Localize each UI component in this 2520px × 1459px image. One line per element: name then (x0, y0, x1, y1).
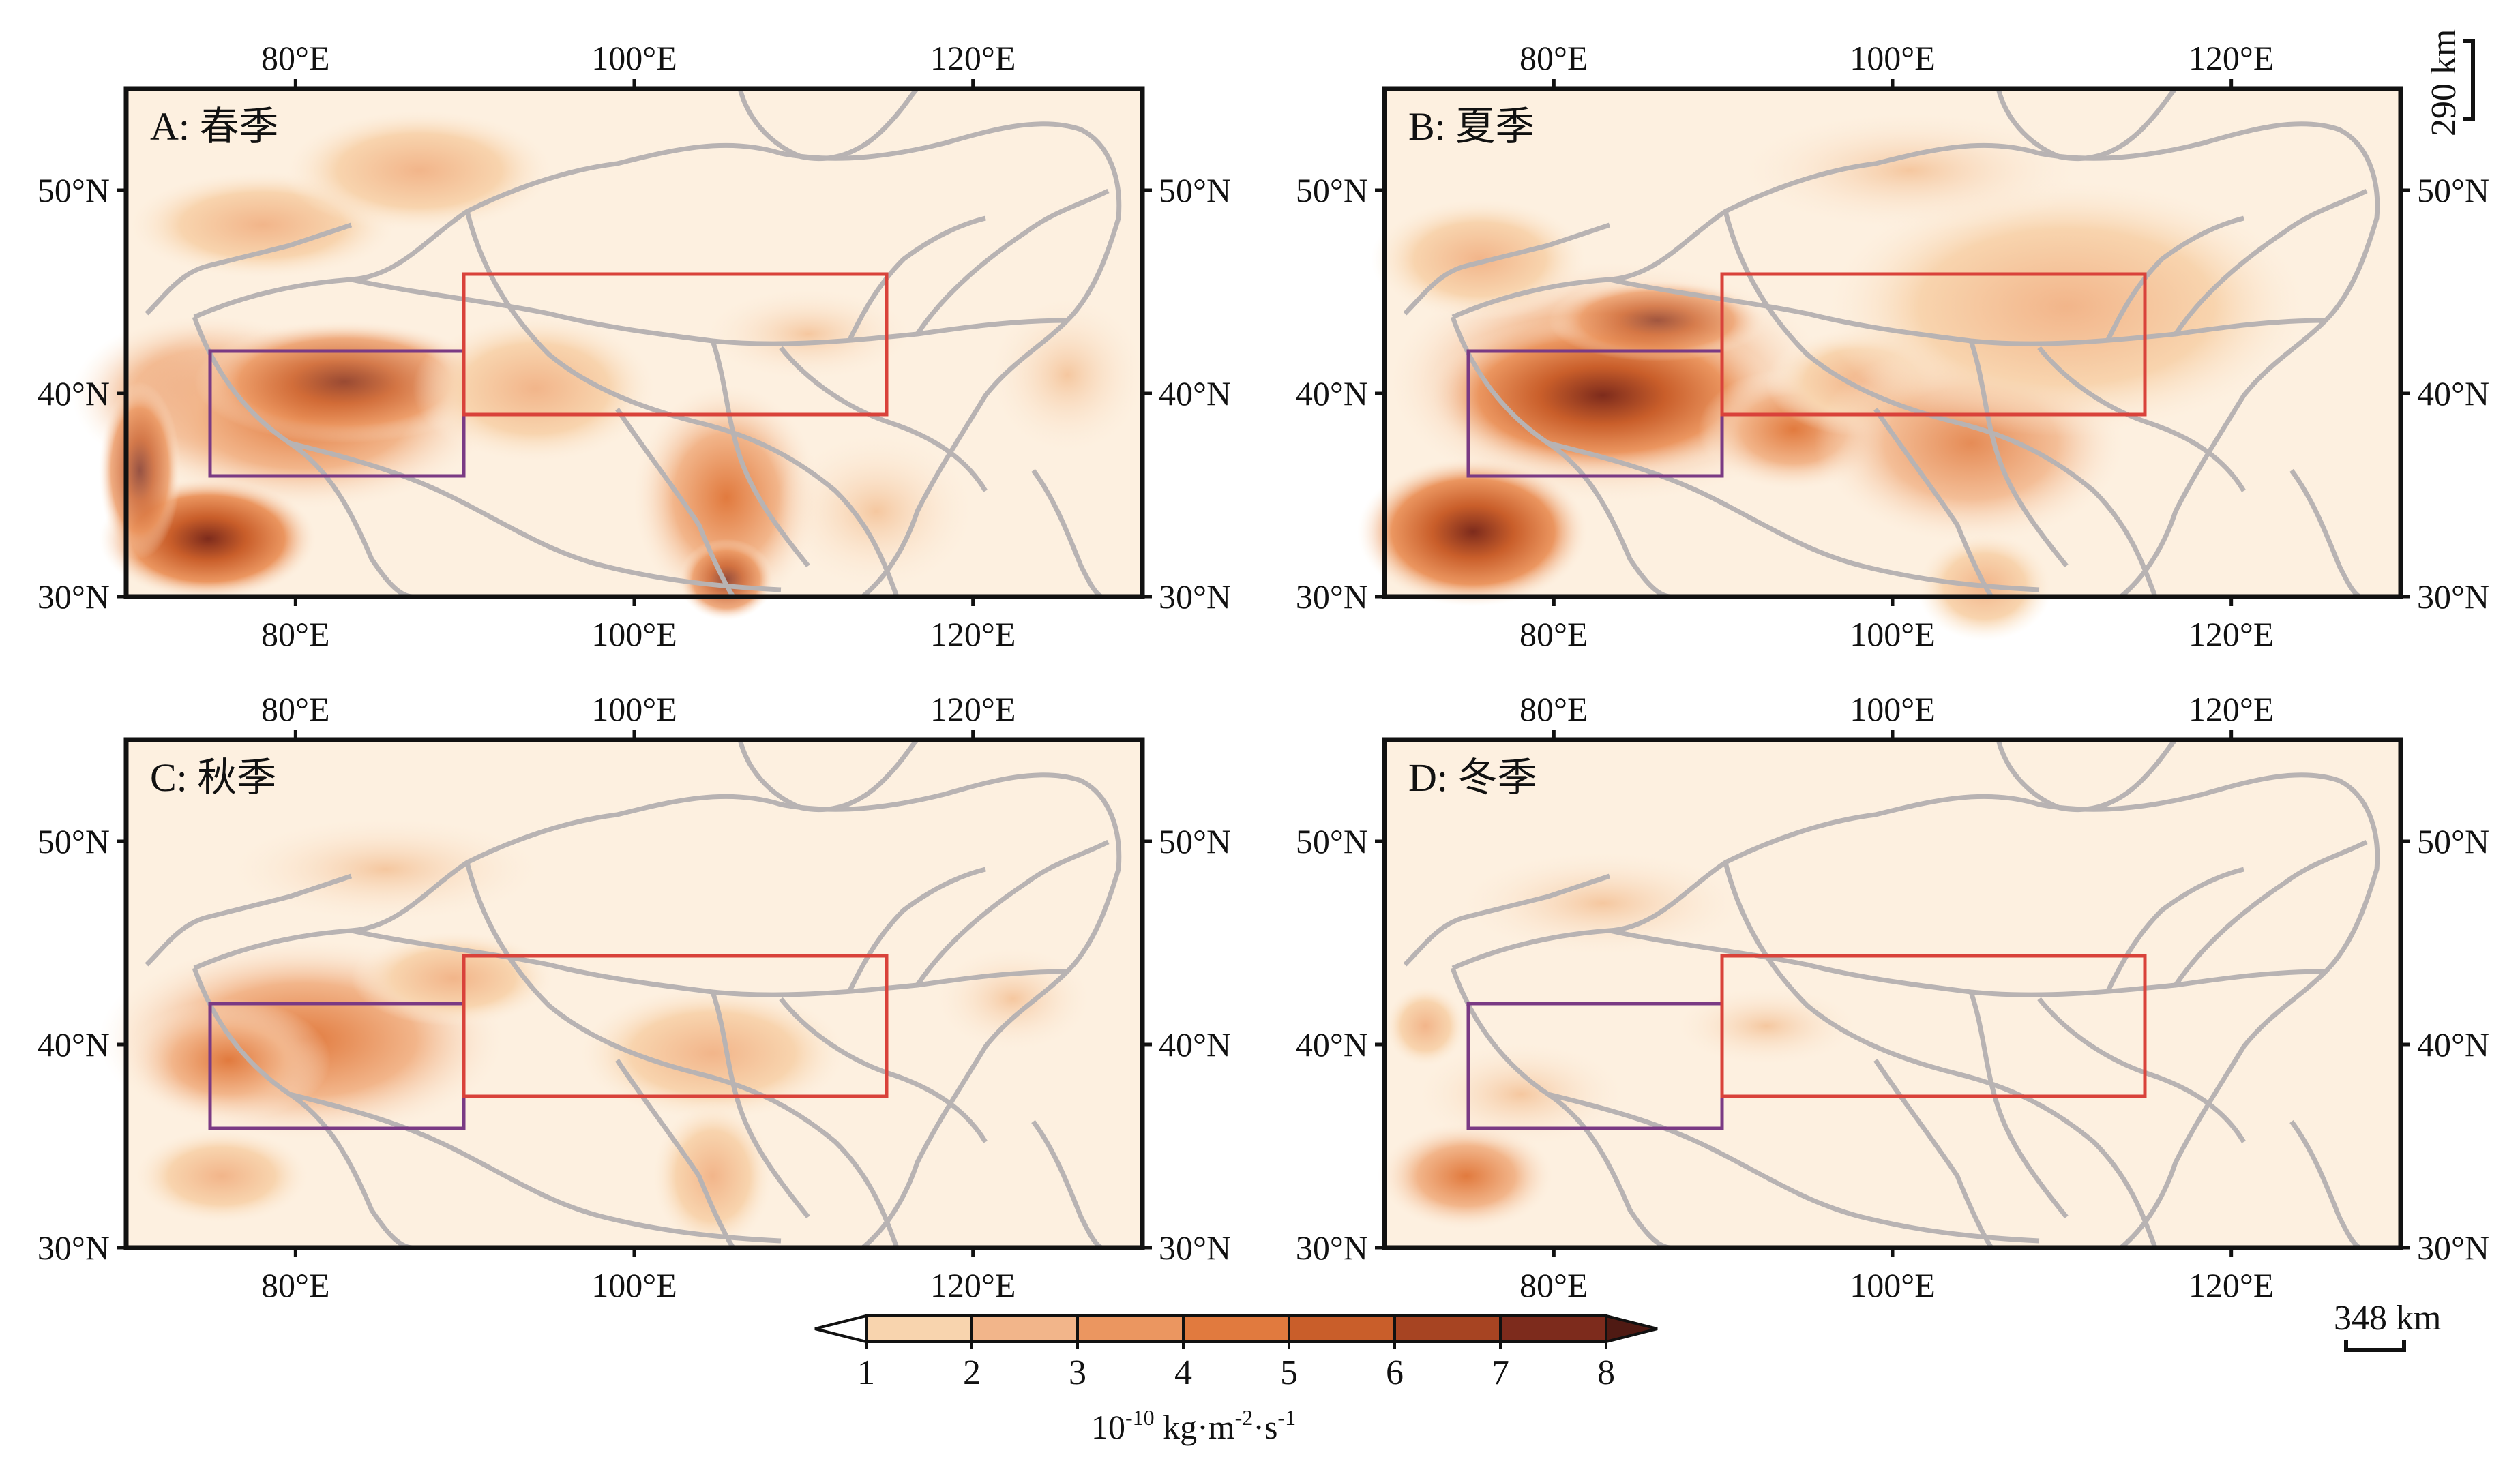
colorbar-unit: 10-10 kg·m-2·s-1 (1091, 1405, 1296, 1446)
lat-label-left: 30°N (1296, 577, 1368, 616)
colorbar-cell (1499, 1314, 1607, 1343)
lat-label-left: 30°N (38, 577, 110, 616)
lon-label-bottom: 80°E (1520, 615, 1588, 653)
horizontal-scale-bar: 348 km (2334, 1299, 2441, 1352)
lon-label-top: 100°E (1850, 39, 1936, 77)
colorbar-cell (1288, 1314, 1396, 1343)
lat-label-right: 50°N (1159, 171, 1231, 209)
lat-label-left: 40°N (38, 374, 110, 412)
panel-a-label: A: 春季 (150, 104, 279, 149)
lon-label-bottom: 100°E (591, 1266, 677, 1304)
colorbar-extend-max (1605, 1314, 1658, 1344)
gobi-box (462, 954, 889, 1098)
lat-label-right: 30°N (2417, 1229, 2489, 1267)
lat-label-right: 40°N (1159, 1025, 1231, 1064)
colorbar-extend-min (814, 1314, 868, 1344)
colorbar-tick-label: 2 (963, 1353, 981, 1392)
lat-label-left: 50°N (38, 822, 110, 860)
lon-label-top: 100°E (591, 690, 677, 728)
colorbar-cell (1182, 1314, 1290, 1343)
lat-label-right: 50°N (2417, 171, 2489, 209)
lat-label-right: 30°N (1159, 577, 1231, 616)
colorbar-cell (1076, 1314, 1185, 1343)
lon-label-bottom: 100°E (1850, 1266, 1936, 1304)
lon-label-top: 100°E (591, 39, 677, 77)
lon-label-top: 100°E (1850, 690, 1936, 728)
lon-label-bottom: 100°E (1850, 615, 1936, 653)
lon-label-top: 80°E (1520, 690, 1588, 728)
colorbar: 1 2 3 4 5 6 7 8 10-10 kg·m-2·s-1 (814, 1314, 1658, 1446)
lon-label-bottom: 100°E (591, 615, 677, 653)
lat-label-right: 40°N (2417, 374, 2489, 412)
lat-label-left: 50°N (38, 171, 110, 209)
colorbar-tick-label: 1 (857, 1353, 875, 1392)
panel-b: B: 夏季 (1357, 86, 2403, 641)
lon-label-bottom: 120°E (930, 615, 1016, 653)
colorbar-cell (865, 1314, 973, 1343)
panel-c-label: C: 秋季 (150, 755, 276, 800)
lon-label-top: 120°E (930, 690, 1016, 728)
lat-label-left: 30°N (38, 1229, 110, 1267)
gobi-box (1720, 272, 2147, 417)
lon-label-bottom: 120°E (2189, 1266, 2274, 1304)
lat-label-right: 50°N (1159, 822, 1231, 860)
colorbar-tick-label: 8 (1597, 1353, 1615, 1392)
colorbar-tick-label: 6 (1386, 1353, 1404, 1392)
lon-label-top: 120°E (2189, 39, 2274, 77)
gobi-box (462, 272, 889, 417)
lon-label-top: 80°E (261, 690, 330, 728)
colorbar-ticks: 1 2 3 4 5 6 7 8 (857, 1342, 1615, 1392)
lat-label-right: 40°N (1159, 374, 1231, 412)
lat-label-right: 30°N (2417, 577, 2489, 616)
colorbar-cell (970, 1314, 1079, 1343)
colorbar-cells (814, 1314, 1658, 1344)
lat-label-left: 40°N (38, 1025, 110, 1064)
lon-label-bottom: 120°E (930, 1266, 1016, 1304)
lon-label-bottom: 120°E (2189, 615, 2274, 653)
axes-layer: 80°E 80°E 100°E 100°E 120°E 120°E 50°N 50°N 40°N… (38, 39, 2489, 1304)
colorbar-tick-label: 7 (1492, 1353, 1509, 1392)
colorbar-cell (1393, 1314, 1502, 1343)
lat-label-right: 30°N (1159, 1229, 1231, 1267)
panel-d: D: 冬季 (1378, 737, 2403, 1250)
lat-label-left: 30°N (1296, 1229, 1368, 1267)
colorbar-tick-label: 3 (1069, 1353, 1086, 1392)
lat-label-left: 50°N (1296, 171, 1368, 209)
panel-d-label: D: 冬季 (1408, 755, 1537, 800)
panel-a: A: 春季 (72, 86, 1149, 620)
lat-label-right: 40°N (2417, 1025, 2489, 1064)
lat-label-left: 50°N (1296, 822, 1368, 860)
lon-label-bottom: 80°E (1520, 1266, 1588, 1304)
lat-label-right: 50°N (2417, 822, 2489, 860)
lon-label-top: 120°E (2189, 690, 2274, 728)
panel-b-label: B: 夏季 (1408, 104, 1535, 149)
lon-label-top: 120°E (930, 39, 1016, 77)
lon-label-bottom: 80°E (261, 1266, 330, 1304)
colorbar-tick-label: 5 (1280, 1353, 1298, 1392)
gobi-box (1720, 954, 2147, 1098)
lon-label-top: 80°E (261, 39, 330, 77)
vertical-scale-bar: 290 km (2425, 29, 2475, 136)
lat-label-left: 40°N (1296, 1025, 1368, 1064)
colorbar-tick-label: 4 (1174, 1353, 1192, 1392)
horizontal-scale-label: 348 km (2334, 1299, 2441, 1338)
lat-label-left: 40°N (1296, 374, 1368, 412)
panel-a-field (72, 109, 1149, 620)
panel-c: C: 秋季 (99, 737, 1145, 1251)
lon-label-top: 80°E (1520, 39, 1588, 77)
lon-label-bottom: 80°E (261, 615, 330, 653)
vertical-scale-label: 290 km (2425, 29, 2463, 136)
panel-d-field (1378, 849, 1862, 1231)
